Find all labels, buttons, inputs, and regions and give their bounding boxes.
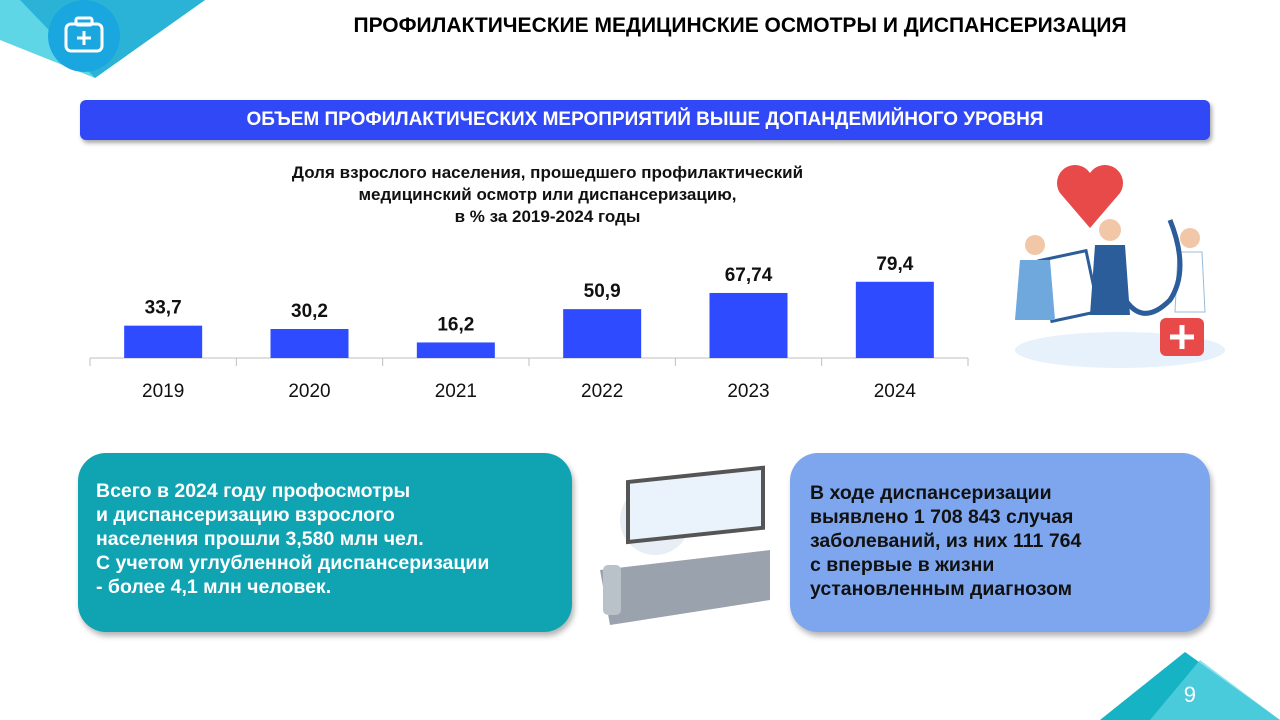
chart-title: Доля взрослого населения, прошедшего про… <box>291 163 804 226</box>
data-label: 67,74 <box>725 265 773 286</box>
data-label: 30,2 <box>291 301 328 322</box>
data-label: 33,7 <box>145 298 182 319</box>
bar <box>563 309 642 358</box>
data-label: 50,9 <box>584 281 621 302</box>
bar <box>709 292 788 358</box>
banner: ОБЪЕМ ПРОФИЛАКТИЧЕСКИХ МЕРОПРИЯТИЙ ВЫШЕ … <box>80 100 1210 140</box>
data-label: 16,2 <box>437 314 474 335</box>
info-box: В ходе диспансеризации выявлено 1 708 84… <box>790 453 1210 632</box>
chart: 2019 33,7 2020 30,2 2021 16,2 2022 50,9 2023 67,7… <box>89 254 969 402</box>
page-number: 9 <box>1183 682 1196 707</box>
x-tick-label: 2019 <box>142 381 184 402</box>
x-tick-label: 2021 <box>435 381 477 402</box>
x-tick-label: 2020 <box>288 381 330 402</box>
slide-title: ПРОФИЛАКТИЧЕСКИЕ МЕДИЦИНСКИЕ ОСМОТРЫ И Д… <box>353 14 1127 37</box>
bar <box>270 329 349 358</box>
x-tick-label: 2022 <box>581 381 623 402</box>
spirometer-illustration <box>600 465 770 625</box>
x-tick-label: 2024 <box>874 381 917 402</box>
illustration <box>1015 164 1225 368</box>
icon <box>77 31 91 45</box>
info-box: Всего в 2024 году профосмотры и диспансе… <box>78 453 572 632</box>
icon <box>74 16 94 27</box>
bar <box>416 342 495 358</box>
bar <box>124 325 203 358</box>
x-tick-label: 2023 <box>727 381 769 402</box>
bar <box>855 281 934 358</box>
data-label: 79,4 <box>876 254 913 275</box>
corner-shape <box>1150 660 1280 720</box>
